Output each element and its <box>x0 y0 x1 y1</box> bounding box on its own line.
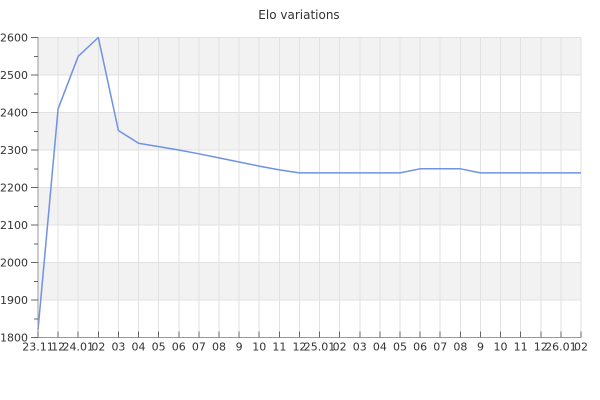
x-tick-label: 07 <box>192 341 206 354</box>
x-tick-label: 11 <box>514 341 528 354</box>
y-tick-label: 2100 <box>0 219 28 232</box>
x-tick-label: 06 <box>172 341 186 354</box>
x-tick-label: 06 <box>413 341 427 354</box>
x-tick-label: 05 <box>393 341 407 354</box>
y-tick-label: 2400 <box>0 107 28 120</box>
x-tick-label: 26.01 <box>545 341 577 354</box>
x-tick-label: 12 <box>51 341 65 354</box>
plot-band <box>38 37 581 75</box>
x-tick-label: 12 <box>292 341 306 354</box>
plot-band <box>38 112 581 150</box>
y-tick-label: 2300 <box>0 144 28 157</box>
x-tick-label: 05 <box>152 341 166 354</box>
x-tick-label: 10 <box>252 341 266 354</box>
x-tick-label: 04 <box>132 341 146 354</box>
x-tick-label: 25.01 <box>304 341 336 354</box>
x-tick-label: 03 <box>353 341 367 354</box>
y-tick-label: 1900 <box>0 294 28 307</box>
x-tick-label: 02 <box>333 341 347 354</box>
y-tick-label: 2600 <box>0 32 28 45</box>
x-tick-label: 11 <box>272 341 286 354</box>
x-tick-label: 04 <box>373 341 387 354</box>
chart-title: Elo variations <box>258 8 339 22</box>
x-tick-label: 02 <box>91 341 105 354</box>
x-tick-label: 23.11 <box>22 341 54 354</box>
x-tick-label: 08 <box>453 341 467 354</box>
y-tick-label: 2000 <box>0 257 28 270</box>
x-tick-label: 03 <box>111 341 125 354</box>
y-tick-label: 2200 <box>0 182 28 195</box>
x-tick-label: 08 <box>212 341 226 354</box>
y-tick-label: 2500 <box>0 69 28 82</box>
y-tick-label: 1800 <box>0 332 28 345</box>
x-tick-label: 24.01 <box>62 341 94 354</box>
x-tick-label: 07 <box>433 341 447 354</box>
x-tick-label: 10 <box>494 341 508 354</box>
x-tick-label: 02 <box>574 341 588 354</box>
plot-band <box>38 187 581 225</box>
x-tick-label: 9 <box>236 341 243 354</box>
elo-series-line <box>37 36 581 331</box>
x-tick-label: 12 <box>534 341 548 354</box>
plot-band <box>38 262 581 300</box>
x-tick-label: 9 <box>477 341 484 354</box>
